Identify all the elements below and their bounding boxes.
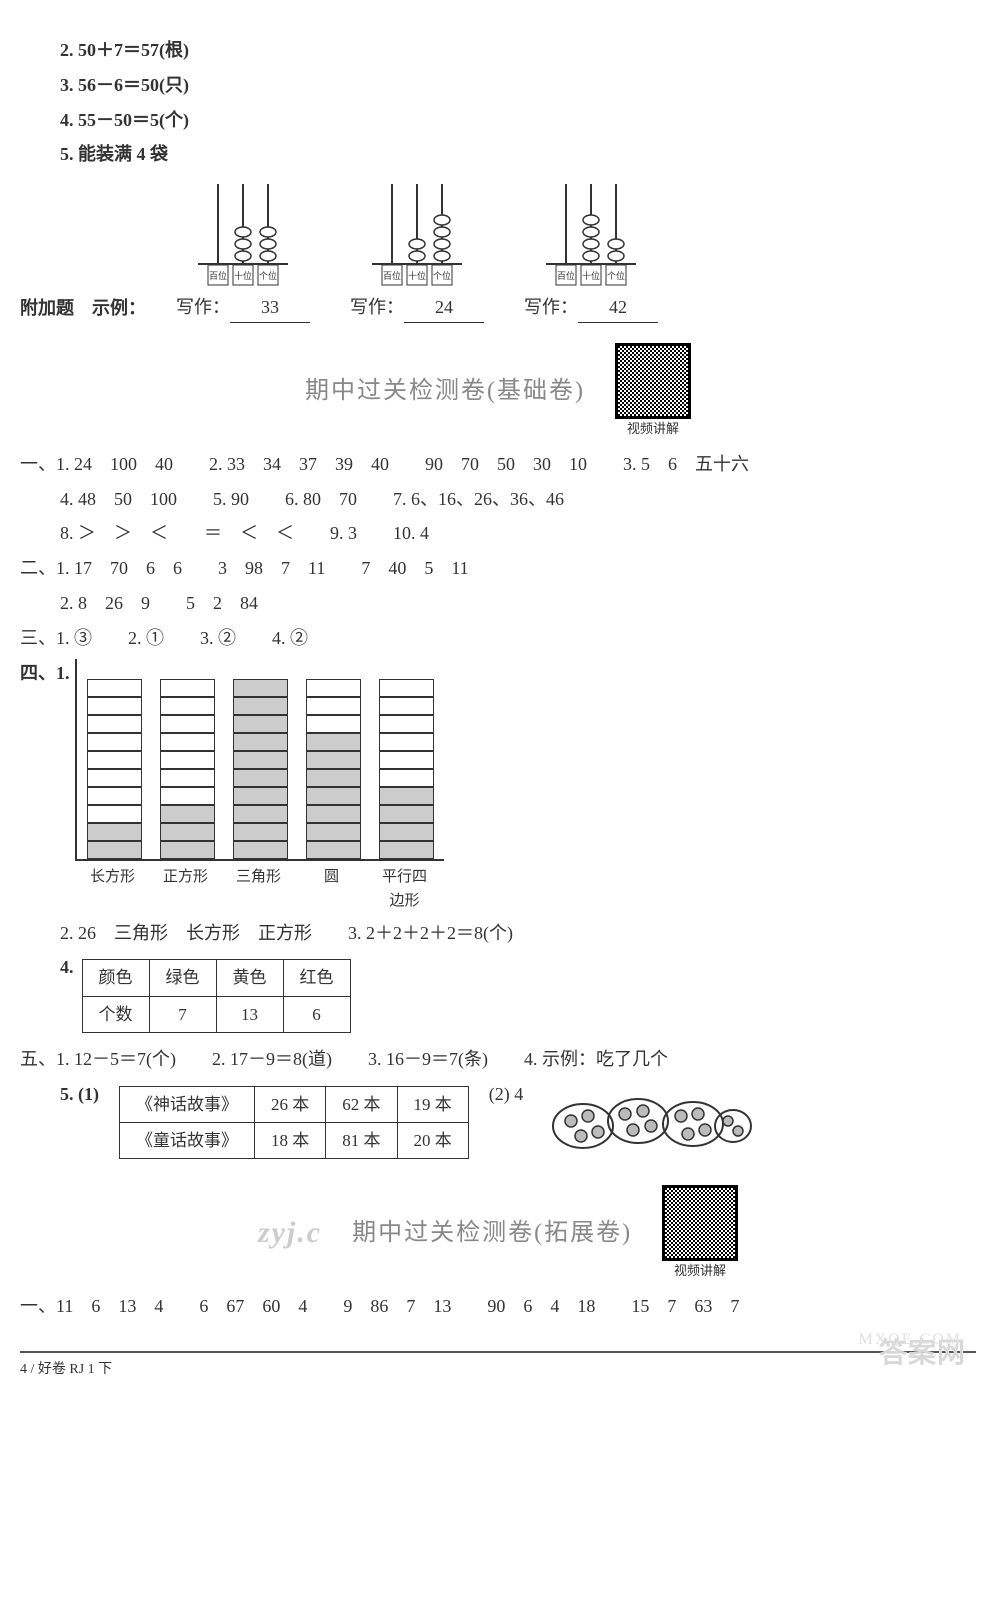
bottom-r: 一、11 6 13 4 6 67 60 4 9 86 7 13 90 6 4 1… bbox=[20, 1296, 739, 1316]
sec5-r-side: (2) 4 bbox=[489, 1080, 524, 1109]
qr-block: 视频讲解 bbox=[615, 343, 691, 440]
midterm-ext-header: zyj.c 期中过关检测卷(拓展卷) 视频讲解 bbox=[20, 1185, 976, 1282]
midterm-basic-header: 期中过关检测卷(基础卷) 视频讲解 bbox=[20, 343, 976, 440]
midterm-basic-title: 期中过关检测卷(基础卷) bbox=[305, 372, 585, 410]
chart-category-label: 三角形 bbox=[231, 865, 286, 913]
qr-code-icon bbox=[615, 343, 691, 419]
svg-text:个位: 个位 bbox=[607, 270, 625, 281]
bar-column bbox=[233, 679, 288, 859]
bean-cloud-icon bbox=[543, 1086, 753, 1161]
qr-caption-2: 视频讲解 bbox=[674, 1261, 726, 1282]
sec2-r1: 二、1. 17 70 6 6 3 98 7 11 7 40 5 11 bbox=[20, 558, 469, 578]
page-footer: 4 / 好卷 RJ 1 下 bbox=[20, 1351, 976, 1381]
q2: 2. 50＋7＝57(根) bbox=[60, 40, 189, 60]
abacus-section-label: 附加题 示例： bbox=[20, 294, 146, 323]
sec4-table-label: 4. bbox=[60, 953, 74, 982]
svg-text:个位: 个位 bbox=[433, 270, 451, 281]
sec5-r1: 五、1. 12－5＝7(个) 2. 17－9＝8(道) 3. 16－9＝7(条)… bbox=[20, 1049, 668, 1069]
q3: 3. 56－6＝50(只) bbox=[60, 75, 189, 95]
sec2-r2: 2. 8 26 9 5 2 84 bbox=[60, 593, 258, 613]
chart-category-label: 平行四边形 bbox=[377, 865, 432, 913]
book-table: 《神话故事》26 本62 本19 本《童话故事》18 本81 本20 本 bbox=[119, 1086, 469, 1159]
qr-code-icon bbox=[662, 1185, 738, 1261]
watermark-text: zyj.c bbox=[258, 1209, 322, 1257]
bar-column bbox=[160, 679, 215, 859]
sec1-r1: 一、1. 24 100 40 2. 33 34 37 39 40 90 70 5… bbox=[20, 454, 749, 474]
sec4-label: 四、1. bbox=[20, 659, 75, 688]
svg-text:百位: 百位 bbox=[557, 270, 575, 281]
svg-text:十位: 十位 bbox=[408, 270, 426, 281]
q5: 5. 能装满 4 袋 bbox=[60, 144, 168, 164]
sec1-r3: 8. ＞ ＞ ＜ ＝ ＜ ＜ 9. 3 10. 4 bbox=[60, 523, 429, 543]
chart-category-label: 圆 bbox=[304, 865, 359, 913]
abacus-row: 附加题 示例： 百位十位个位写作：33 百位十位个位写作：24 百位十位个位写作：4… bbox=[20, 179, 976, 323]
svg-text:个位: 个位 bbox=[259, 270, 277, 281]
bar-column bbox=[379, 679, 434, 859]
bar-column bbox=[87, 679, 142, 859]
svg-text:十位: 十位 bbox=[582, 270, 600, 281]
chart-category-labels: 长方形正方形三角形圆平行四边形 bbox=[85, 865, 444, 913]
abacus-item: 百位十位个位写作：42 bbox=[524, 179, 658, 323]
abacus-item: 百位十位个位写作：24 bbox=[350, 179, 484, 323]
mxqe-watermark: MXQE.COM bbox=[858, 1327, 962, 1353]
svg-text:百位: 百位 bbox=[209, 270, 227, 281]
chart-category-label: 正方形 bbox=[158, 865, 213, 913]
sec3-r: 三、1. ③ 2. ① 3. ② 4. ② bbox=[20, 628, 308, 648]
svg-text:百位: 百位 bbox=[383, 270, 401, 281]
bar-column bbox=[306, 679, 361, 859]
sec5-table-label: 5. (1) bbox=[60, 1080, 99, 1109]
qr-caption: 视频讲解 bbox=[627, 419, 679, 440]
footer-text: 4 / 好卷 RJ 1 下 bbox=[20, 1362, 112, 1377]
svg-text:十位: 十位 bbox=[234, 270, 252, 281]
sec4-r2: 2. 26 三角形 长方形 正方形 3. 2＋2＋2＋2＝8(个) bbox=[60, 919, 513, 948]
q4: 4. 55－50＝5(个) bbox=[60, 110, 189, 130]
qr-block-2: 视频讲解 bbox=[662, 1185, 738, 1282]
color-count-table: 颜色绿色黄色红色个数7136 bbox=[82, 959, 351, 1032]
chart-category-label: 长方形 bbox=[85, 865, 140, 913]
midterm-ext-title: 期中过关检测卷(拓展卷) bbox=[352, 1214, 632, 1252]
sec1-r2: 4. 48 50 100 5. 90 6. 80 70 7. 6、16、26、3… bbox=[60, 489, 564, 509]
abacus-item: 百位十位个位写作：33 bbox=[176, 179, 310, 323]
bar-chart bbox=[75, 659, 444, 861]
